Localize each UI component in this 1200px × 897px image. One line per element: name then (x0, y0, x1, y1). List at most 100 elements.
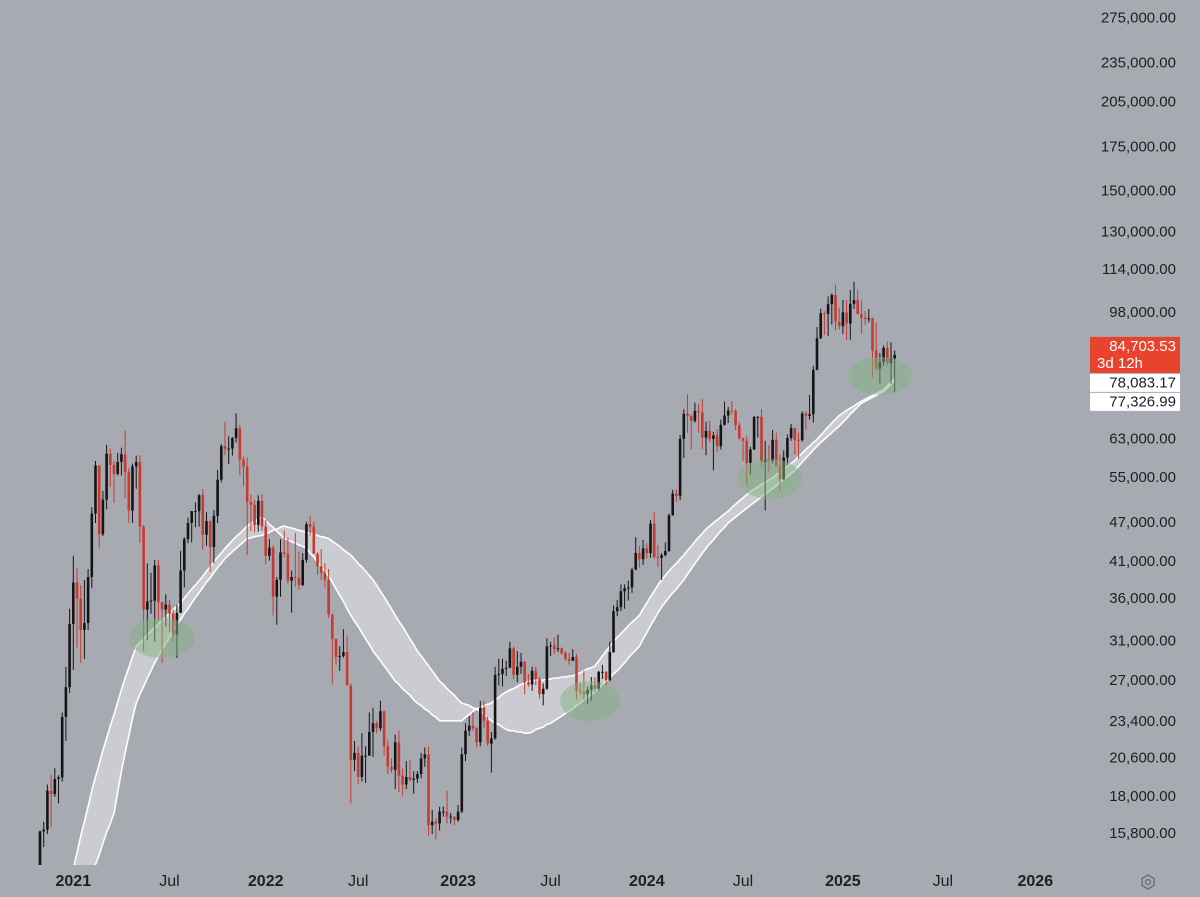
x-tick-label: 2023 (440, 873, 476, 890)
candle-body (723, 415, 726, 425)
candle-body (734, 410, 737, 426)
candle-body (438, 811, 441, 824)
y-tick-label: 20,600.00 (1109, 749, 1176, 766)
candle-body (823, 313, 826, 315)
candle-body (323, 572, 327, 580)
candle-body (131, 466, 134, 511)
candle-body (194, 511, 197, 513)
candle-body (109, 453, 112, 465)
settings-hexagon[interactable] (1141, 874, 1155, 890)
x-tick-label: 2021 (56, 873, 92, 890)
candle-body (290, 576, 293, 581)
y-tick-label: 47,000.00 (1109, 514, 1176, 531)
candle-body (660, 555, 663, 558)
candle-body (490, 738, 493, 744)
candle-body (619, 591, 623, 608)
candle-body (712, 435, 715, 439)
candle-body (268, 547, 271, 556)
candle-body (675, 493, 678, 496)
x-tick-label: 2025 (825, 873, 861, 890)
candle-body (160, 602, 164, 610)
candle-body (105, 453, 108, 500)
candle-body (479, 707, 482, 743)
candle-body (456, 811, 460, 821)
candle-body (464, 730, 467, 755)
settings-dot[interactable] (1144, 878, 1152, 886)
candle-body (264, 526, 267, 556)
candle-body (327, 579, 330, 615)
candle-body (556, 648, 560, 650)
candle-body (501, 668, 504, 674)
candle-body (227, 448, 230, 450)
y-tick-label: 23,400.00 (1109, 713, 1176, 730)
candle-body (504, 667, 508, 669)
candle-body (682, 413, 686, 439)
candle-body (445, 811, 449, 817)
candle-body (401, 775, 404, 785)
candle-body (649, 523, 652, 554)
x-tick-label: Jul (933, 873, 953, 890)
candle-body (701, 412, 704, 438)
x-tick-label: 2022 (248, 873, 284, 890)
candle-body (342, 652, 345, 656)
candle-body (638, 553, 641, 560)
candle-body (849, 303, 852, 324)
candle-body (771, 439, 774, 462)
candle-body (834, 294, 837, 322)
candle-body (516, 666, 519, 675)
candle-body (338, 655, 341, 657)
candle-body (467, 725, 471, 731)
candle-body (882, 347, 885, 363)
candle-body (852, 300, 856, 304)
candle-body (134, 461, 138, 467)
candle-body (238, 428, 242, 460)
candle-body (741, 438, 745, 441)
candle-body (697, 410, 700, 413)
candle-body (726, 410, 730, 416)
settings-icon[interactable] (1141, 874, 1155, 890)
x-tick-label: Jul (733, 873, 753, 890)
candle-body (393, 742, 397, 770)
candle-body (371, 723, 375, 732)
candle-body (756, 416, 760, 418)
candle-body (567, 658, 571, 661)
highlight-ellipse (738, 459, 802, 499)
candle-body (652, 523, 656, 558)
candle-body (53, 778, 57, 795)
y-tick-label: 175,000.00 (1101, 139, 1176, 156)
candle-body (886, 347, 889, 364)
y-tick-label: 275,000.00 (1101, 10, 1176, 27)
candle-body (793, 427, 797, 440)
ma-value-label: 77,326.99 (1109, 393, 1176, 410)
candle-body (601, 671, 604, 673)
candle-body (38, 831, 42, 865)
candle-body (253, 504, 256, 525)
candle-body (331, 614, 334, 640)
candle-body (708, 430, 711, 439)
price-box (1090, 336, 1180, 373)
candle-body (42, 829, 45, 832)
candle-body (260, 500, 264, 527)
candle-layer (38, 281, 896, 865)
candle-body (416, 774, 419, 779)
candle-body (231, 438, 234, 449)
candle-body (719, 424, 723, 447)
candle-body (46, 790, 49, 830)
candle-body (319, 566, 323, 573)
candle-body (120, 454, 123, 462)
candle-body (427, 754, 430, 826)
candle-body (349, 685, 353, 760)
y-tick-label: 235,000.00 (1101, 55, 1176, 72)
candle-body (860, 314, 863, 318)
candle-body (837, 321, 841, 327)
candle-body (212, 515, 216, 548)
candle-body (693, 410, 697, 421)
y-tick-label: 130,000.00 (1101, 224, 1176, 241)
candle-body (863, 317, 867, 319)
candle-body (242, 459, 245, 467)
candle-body (356, 752, 360, 778)
candle-body (530, 670, 534, 685)
candle-body (553, 645, 556, 650)
candle-body (127, 471, 131, 511)
candle-body (408, 777, 412, 780)
